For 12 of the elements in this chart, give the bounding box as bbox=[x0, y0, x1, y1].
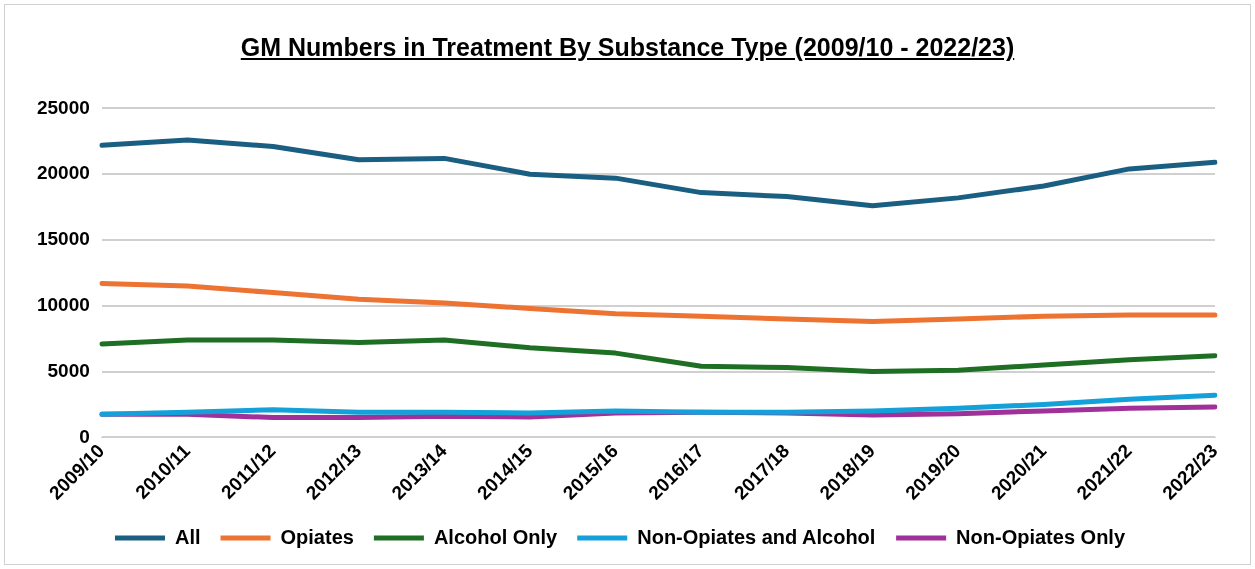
legend-label: Opiates bbox=[280, 525, 354, 548]
legend-label: Non-Opiates Only bbox=[956, 525, 1126, 548]
legend-label: Non-Opiates and Alcohol bbox=[637, 525, 876, 548]
y-tick-label: 20000 bbox=[36, 162, 90, 184]
y-tick-label: 10000 bbox=[36, 293, 90, 315]
y-tick-label: 15000 bbox=[36, 228, 90, 250]
legend-label: All bbox=[174, 525, 201, 548]
y-tick-label: 5000 bbox=[47, 359, 90, 381]
chart-title: GM Numbers in Treatment By Substance Type (2009/10 - 2022/23) bbox=[239, 33, 1016, 62]
y-tick-label: 25000 bbox=[36, 96, 90, 118]
legend-label: Alcohol Only bbox=[433, 525, 559, 548]
y-tick-label: 0 bbox=[79, 425, 90, 447]
